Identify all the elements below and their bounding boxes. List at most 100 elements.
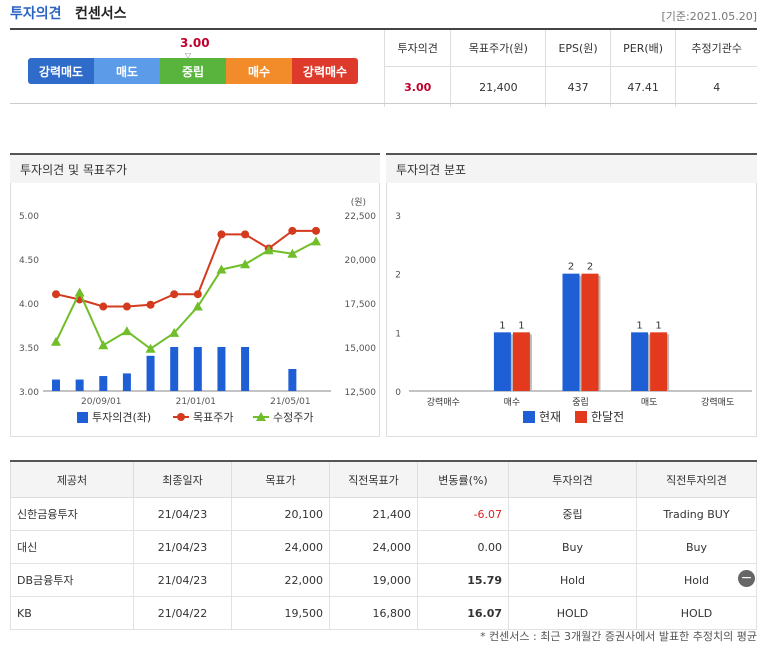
right-axis-unit: (원) [351,197,366,208]
change-rate: 15.79 [417,563,509,597]
target-price-point [99,302,108,311]
opinion-bar [146,355,155,391]
left-axis-tick: 3.00 [19,388,39,398]
table-row: 신한금융투자 21/04/23 20,100 21,400 -6.07 중립 Trading… [10,497,757,531]
left-axis-tick: 4.00 [19,300,39,310]
broker-col-header: 변동률(%) [417,460,509,498]
broker-name: DB금융투자 [10,563,134,597]
x-axis-tick: 20/09/01 [81,397,121,407]
broker-col-header: 투자의견 [508,460,637,498]
prev-target-price: 19,000 [329,563,418,597]
left-axis-tick: 3.50 [19,344,39,354]
opinion: Buy [508,530,637,564]
consensus-header: 목표주가(원) [450,30,546,67]
opinion-bar [241,347,250,391]
prev-target-price: 24,000 [329,530,418,564]
prev-target-price: 16,800 [329,596,418,630]
scale-neutral: 중립 [160,58,226,84]
chart-title: 투자의견 분포 [386,153,757,183]
consensus-header: 투자의견 [383,30,451,67]
summary-divider [10,103,757,104]
score-marker-icon: ▽ [185,51,192,60]
change-rate: 16.07 [417,596,509,630]
scale-buy: 매수 [226,58,292,84]
x-axis-tick: 21/01/01 [176,397,216,407]
adjusted-price-point [216,264,227,274]
adjusted-price-point [51,336,61,346]
opinion-distribution-panel: 투자의견 분포 3 2 1 0 강력매수 매수 1 1 중립 2 2 매도 1 1 강력매도 현재 한달전 [386,153,757,437]
adjusted-price-point [145,343,156,353]
consensus-per: 47.41 [609,66,676,107]
consensus-header: 추정기관수 [675,30,757,67]
target-price-point [241,230,250,239]
opinion-bar [170,347,179,391]
legend-swatch [575,411,587,423]
last-date: 21/04/23 [133,530,232,564]
adjusted-price-point [287,248,298,258]
distribution-bar [581,273,599,391]
opinion-bar [75,379,84,391]
prev-target-price: 21,400 [329,497,418,531]
table-row: 대신 21/04/23 24,000 24,000 0.00 Buy Buy [10,530,757,564]
scale-strong-sell: 강력매도 [28,58,94,84]
bar-value-label: 1 [655,320,661,331]
as-of-date: [기준:2021.05.20] [661,10,757,23]
distribution-bar [493,332,511,391]
section-subtitle: 컨센서스 [75,6,127,22]
consensus-header: EPS(원) [545,30,611,67]
opinion-price-chart-panel: 투자의견 및 목표주가 5.00 4.50 4.00 3.50 3.00 22,500 20… [10,153,380,437]
adjusted-price-point [263,245,274,255]
target-price: 19,500 [231,596,330,630]
legend-label: 투자의견(좌) [92,411,151,424]
bar-value-label: 2 [568,262,574,273]
target-price: 24,000 [231,530,330,564]
target-price-line [55,229,316,308]
broker-name: 신한금융투자 [10,497,134,531]
target-price-point [217,230,226,239]
target-price: 20,100 [231,497,330,531]
x-axis-tick: 중립 [572,397,589,408]
target-price-point [193,290,202,299]
opinion-bar [122,373,131,391]
opinion-score: 3.00 [180,36,210,50]
target-price: 22,000 [231,563,330,597]
adjusted-price-point [74,287,85,297]
target-price-point [170,290,179,299]
distribution-bar [650,332,668,391]
legend-swatch [177,413,185,421]
x-axis-tick: 강력매수 [427,396,460,408]
collapse-button[interactable]: − [738,570,755,587]
adjusted-price-point [240,259,251,269]
distribution-bar [631,332,649,391]
consensus-broker-count: 4 [675,66,757,107]
adjusted-price-line [55,240,317,350]
right-axis-tick: 15,000 [345,344,377,354]
bar-value-label: 1 [518,320,524,331]
x-axis-tick: 매수 [504,397,521,408]
footnote: * 컨센서스 : 최근 3개월간 증권사에서 발표한 추정치의 평균 [480,630,757,643]
legend-swatch [256,412,266,421]
adjusted-price-point [121,326,132,336]
broker-name: KB [10,596,134,630]
adjusted-price-point [169,327,180,337]
target-price-point [52,290,60,299]
prev-opinion: Buy [636,530,757,564]
legend-label: 한달전 [591,410,624,424]
header-divider [10,28,757,30]
bar-value-label: 1 [636,320,642,331]
adjusted-price-point [311,236,321,246]
y-axis-tick: 1 [395,329,401,339]
y-axis-tick: 3 [395,212,401,222]
consensus-eps: 437 [545,66,611,107]
target-price-point [312,226,320,235]
legend-swatch [77,412,88,423]
x-axis-tick: 매도 [641,397,658,408]
distribution-bar [562,273,580,391]
opinion-bar [217,347,226,391]
broker-name: 대신 [10,530,134,564]
broker-col-header: 제공처 [10,460,134,498]
legend-label: 현재 [539,410,561,424]
legend-swatch [523,411,535,423]
broker-col-header: 목표가 [231,460,330,498]
prev-opinion: Trading BUY [636,497,757,531]
